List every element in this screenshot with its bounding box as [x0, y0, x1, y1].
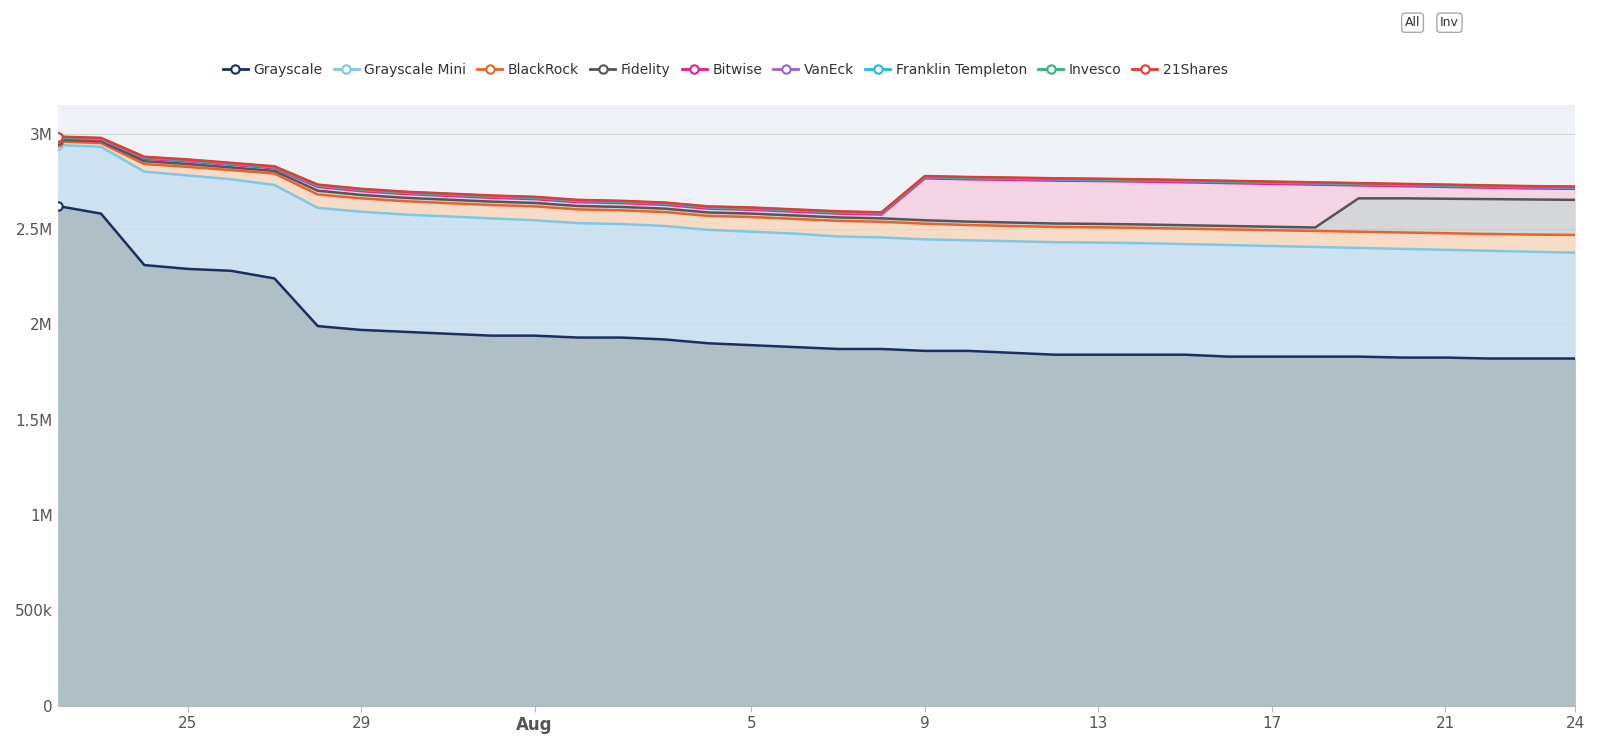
Legend: Grayscale, Grayscale Mini, BlackRock, Fidelity, Bitwise, VanEck, Franklin Temple: Grayscale, Grayscale Mini, BlackRock, Fi… [218, 58, 1234, 83]
Text: All: All [1405, 16, 1421, 29]
Text: Inv: Inv [1440, 16, 1459, 29]
